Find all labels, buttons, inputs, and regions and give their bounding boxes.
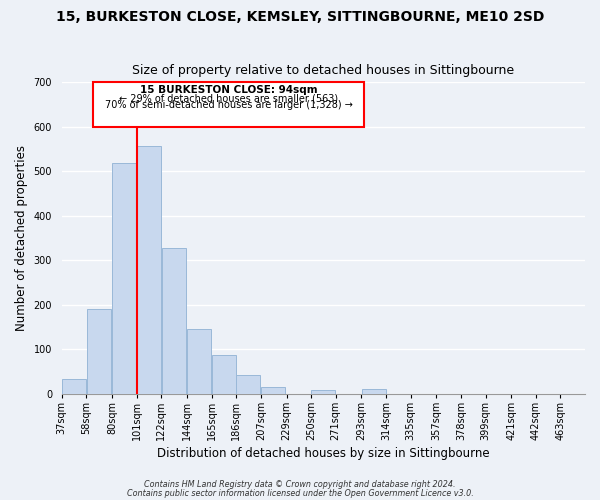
X-axis label: Distribution of detached houses by size in Sittingbourne: Distribution of detached houses by size … — [157, 447, 490, 460]
Bar — [137, 146, 161, 394]
Title: Size of property relative to detached houses in Sittingbourne: Size of property relative to detached ho… — [133, 64, 514, 77]
Bar — [212, 355, 236, 394]
Bar — [161, 248, 185, 394]
Bar — [86, 309, 110, 394]
Text: 15 BURKESTON CLOSE: 94sqm: 15 BURKESTON CLOSE: 94sqm — [140, 86, 317, 96]
Text: Contains HM Land Registry data © Crown copyright and database right 2024.: Contains HM Land Registry data © Crown c… — [144, 480, 456, 489]
Bar — [112, 164, 136, 394]
Text: 70% of semi-detached houses are larger (1,328) →: 70% of semi-detached houses are larger (… — [104, 100, 353, 110]
Bar — [236, 375, 260, 394]
FancyBboxPatch shape — [94, 82, 364, 127]
Bar — [62, 379, 86, 394]
Bar — [261, 387, 285, 394]
Text: 15, BURKESTON CLOSE, KEMSLEY, SITTINGBOURNE, ME10 2SD: 15, BURKESTON CLOSE, KEMSLEY, SITTINGBOU… — [56, 10, 544, 24]
Text: Contains public sector information licensed under the Open Government Licence v3: Contains public sector information licen… — [127, 488, 473, 498]
Bar — [187, 329, 211, 394]
Text: ← 29% of detached houses are smaller (563): ← 29% of detached houses are smaller (56… — [119, 93, 338, 103]
Bar — [362, 390, 386, 394]
Bar — [311, 390, 335, 394]
Y-axis label: Number of detached properties: Number of detached properties — [15, 145, 28, 331]
